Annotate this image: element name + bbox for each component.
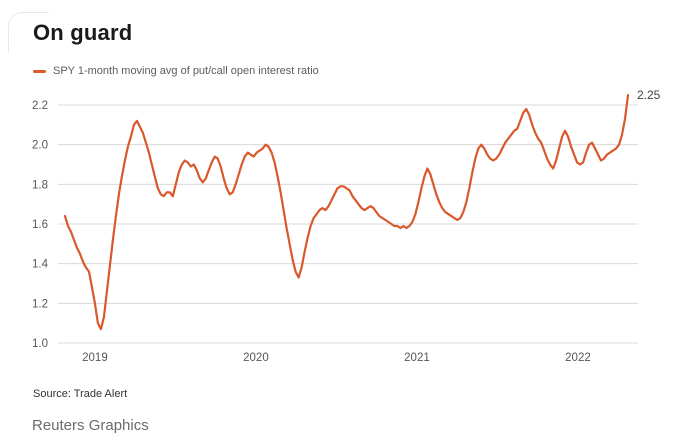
legend: SPY 1-month moving avg of put/call open …: [33, 64, 319, 78]
y-tick-label: 1.2: [32, 298, 48, 310]
chart-title: On guard: [33, 20, 133, 45]
source-note: Source: Trade Alert: [33, 388, 128, 400]
x-tick-label: 2021: [404, 352, 430, 364]
x-tick-label: 2022: [565, 352, 591, 364]
y-tick-label: 1.0: [32, 338, 48, 350]
series-line: [63, 93, 630, 331]
y-tick-label: 2.2: [32, 100, 48, 112]
legend-line-swatch: [33, 69, 46, 73]
x-tick-label: 2019: [82, 352, 108, 364]
y-tick-label: 1.4: [32, 259, 49, 271]
y-tick-label: 1.6: [32, 219, 48, 231]
end-value-label: 2.25: [637, 88, 661, 102]
legend-label: SPY 1-month moving avg of put/call open …: [53, 65, 319, 77]
y-tick-label: 2.0: [32, 140, 48, 152]
x-tick-label: 2020: [243, 352, 269, 364]
card-corner-border: [8, 12, 49, 53]
credit-reuters-graphics: Reuters Graphics: [32, 417, 149, 434]
line-chart-canvas: 2.2 2.0 1.8 1.6 1.4 1.2 1.0 2019 2020 2021 2022 2.2…: [32, 88, 661, 364]
y-tick-label: 1.8: [32, 179, 48, 191]
